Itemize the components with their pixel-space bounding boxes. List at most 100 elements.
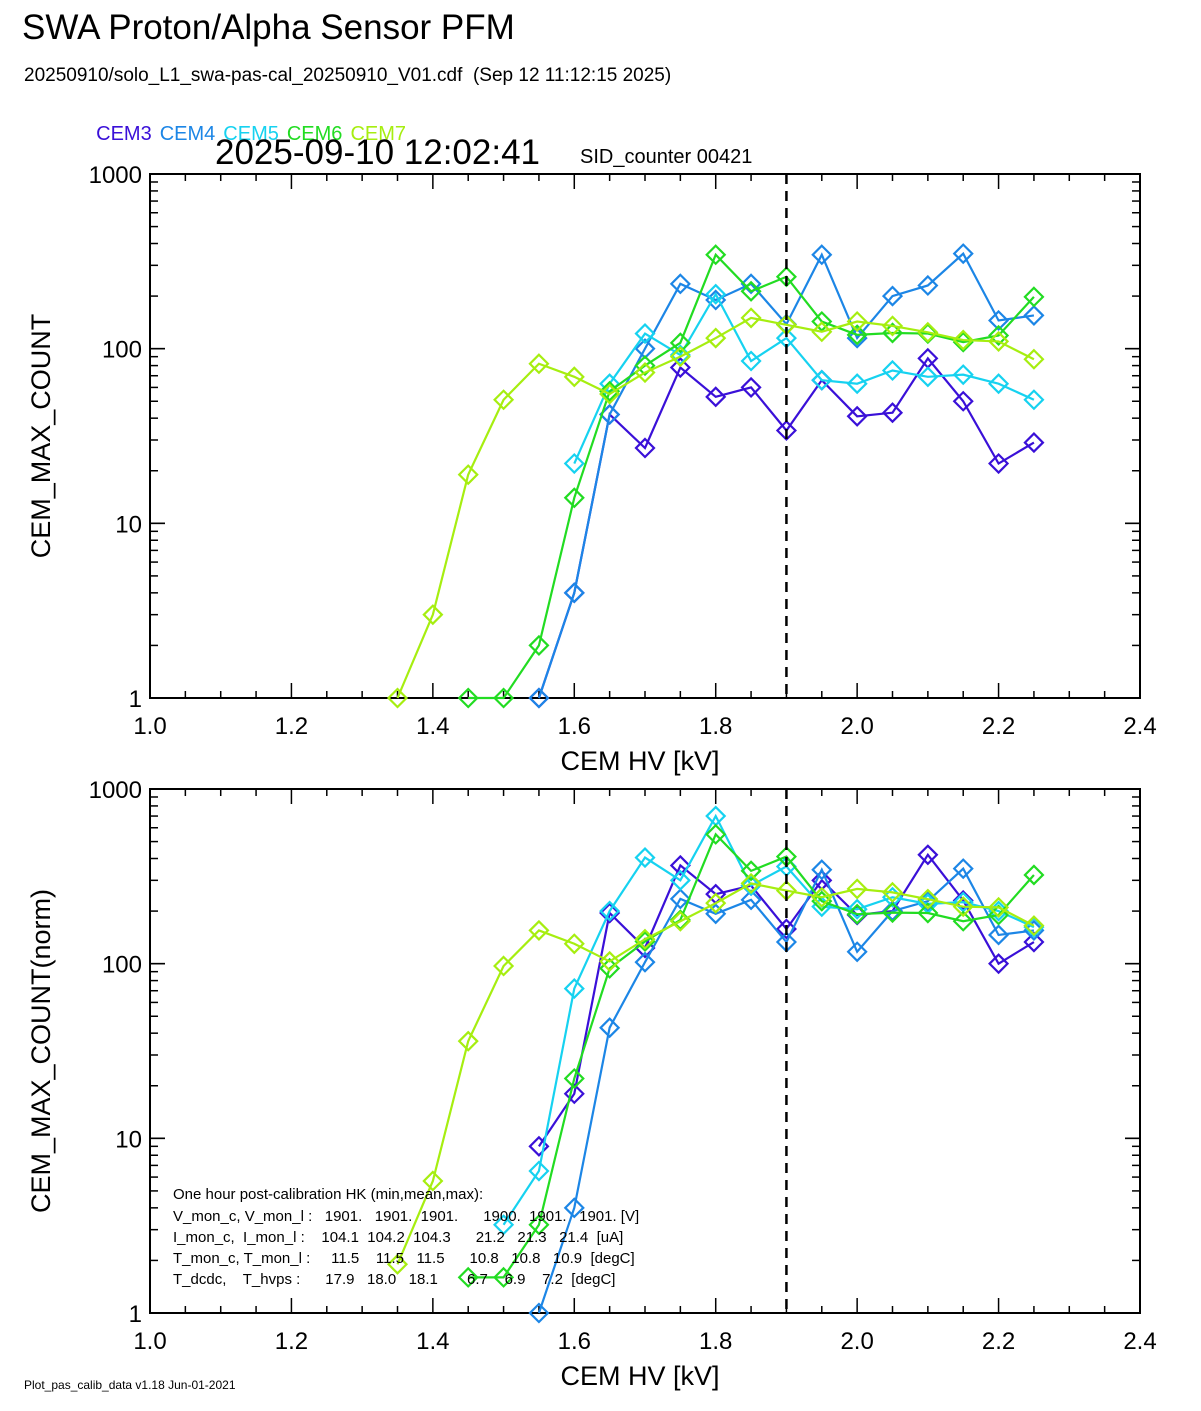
data-point-cem7	[846, 310, 868, 333]
data-point-cem6	[563, 1067, 585, 1090]
data-point-cem3	[775, 918, 797, 940]
data-point-cem5	[669, 869, 691, 891]
data-point-cem3	[705, 386, 727, 408]
data-point-cem4	[846, 941, 868, 963]
data-point-cem5	[493, 1214, 515, 1236]
y-tick-label: 1	[129, 1301, 142, 1328]
data-point-cem3	[599, 902, 621, 924]
data-point-cem6	[811, 310, 833, 333]
data-point-cem7	[669, 910, 691, 932]
data-point-cem4	[1023, 304, 1045, 326]
data-point-cem7	[1023, 915, 1045, 937]
data-point-cem3	[634, 437, 656, 459]
data-point-cem6	[740, 860, 762, 882]
data-point-cem4	[811, 244, 833, 266]
data-point-cem4	[952, 243, 974, 265]
data-point-cem6	[563, 487, 585, 509]
data-point-cem6	[740, 280, 762, 302]
data-point-cem4	[563, 1197, 585, 1219]
data-point-cem6	[457, 1266, 479, 1288]
data-point-cem4	[988, 309, 1010, 332]
data-point-cem6	[1023, 286, 1045, 308]
hk-title: One hour post-calibration HK (min,mean,m…	[173, 1186, 483, 1203]
series-line-cem4	[537, 251, 1035, 699]
data-point-cem3	[846, 405, 868, 427]
y-axis-label: CEM_MAX_COUNT	[26, 314, 56, 559]
sid-counter: SID_counter 00421	[580, 146, 753, 168]
data-point-cem4	[988, 924, 1010, 946]
data-point-cem7	[917, 321, 939, 343]
data-point-cem7	[1023, 348, 1045, 370]
data-point-cem5	[881, 359, 904, 382]
data-point-cem5	[599, 900, 621, 922]
x-tick-label: 1.2	[275, 713, 308, 740]
data-point-cem7	[599, 950, 621, 972]
data-point-cem5	[740, 875, 762, 897]
data-point-cem3	[740, 376, 762, 398]
data-point-cem6	[457, 687, 479, 709]
plot-frame	[149, 173, 1141, 699]
x-tick-label: 2.0	[840, 1328, 873, 1355]
legend-cem3: CEM3	[96, 123, 152, 145]
y-tick-label: 1	[129, 686, 142, 713]
x-tick-label: 2.0	[840, 713, 873, 740]
data-point-cem3	[917, 844, 939, 866]
data-point-cem3	[775, 419, 797, 442]
data-point-cem3	[1023, 432, 1045, 454]
data-point-cem7	[705, 327, 727, 349]
data-point-cem5	[846, 898, 868, 920]
x-tick-label: 1.8	[699, 713, 732, 740]
plot-panel-1: 1.0 1.2 1.4 1.6 1.8 2.0 2.2 2.4 1 10 100 1000 CEM HV…	[26, 162, 1157, 776]
data-point-cem6	[846, 903, 868, 925]
data-point-cem6	[493, 687, 515, 709]
data-point-cem7	[528, 919, 550, 941]
data-point-cem5	[563, 978, 585, 1000]
data-point-cem7	[705, 892, 727, 914]
data-point-cem6	[988, 324, 1010, 347]
y-axis-label: CEM_MAX_COUNT(norm)	[26, 889, 56, 1213]
data-point-cem6	[599, 380, 621, 402]
x-tick-label: 2.2	[982, 1328, 1015, 1355]
data-point-cem6	[988, 904, 1010, 926]
data-point-cem7	[811, 321, 833, 343]
x-tick-label: 1.8	[699, 1328, 732, 1355]
data-point-cem7	[740, 872, 762, 894]
data-point-cem6	[705, 244, 727, 266]
data-point-cem6	[811, 890, 833, 912]
data-point-cem7	[917, 888, 939, 910]
data-point-cem6	[634, 930, 656, 953]
data-point-cem6	[917, 902, 939, 924]
series-line-cem4	[537, 866, 1035, 1314]
data-point-cem7	[846, 878, 868, 900]
data-point-cem5	[669, 344, 691, 366]
hk-line: T_mon_c, T_mon_l : 11.5 11.5 11.5 10.8 1…	[173, 1250, 635, 1267]
x-tick-label: 1.6	[558, 713, 591, 740]
hk-line: I_mon_c, I_mon_l : 104.1 104.2 104.3 21.…	[173, 1229, 623, 1246]
y-tick-label: 100	[102, 337, 142, 364]
series-line-cem6	[468, 252, 1035, 700]
data-point-cem7	[634, 928, 656, 950]
series-line-cem7	[396, 316, 1035, 699]
data-point-cem5	[811, 369, 833, 391]
y-tick-label: 1000	[89, 777, 142, 804]
data-point-cem7	[952, 329, 974, 351]
data-point-cem7	[988, 896, 1010, 918]
data-point-cem6	[881, 902, 904, 924]
data-point-cem7	[563, 933, 585, 955]
data-point-cem4	[811, 859, 833, 881]
series-line-cem6	[468, 832, 1035, 1279]
data-point-cem6	[846, 324, 868, 346]
data-point-cem7	[952, 896, 974, 918]
timestamp: 2025-09-10 12:02:41	[215, 133, 540, 172]
data-point-cem5	[917, 366, 939, 388]
data-point-cem6	[634, 355, 656, 377]
data-point-cem5	[634, 323, 656, 345]
data-point-cem7	[669, 346, 691, 368]
data-point-cem7	[422, 604, 444, 626]
data-point-cem7	[386, 687, 409, 709]
legend-cem6: CEM6	[286, 123, 343, 145]
y-tick-label: 10	[115, 511, 142, 538]
data-point-cem5	[846, 373, 868, 395]
data-point-cem7	[988, 330, 1010, 352]
